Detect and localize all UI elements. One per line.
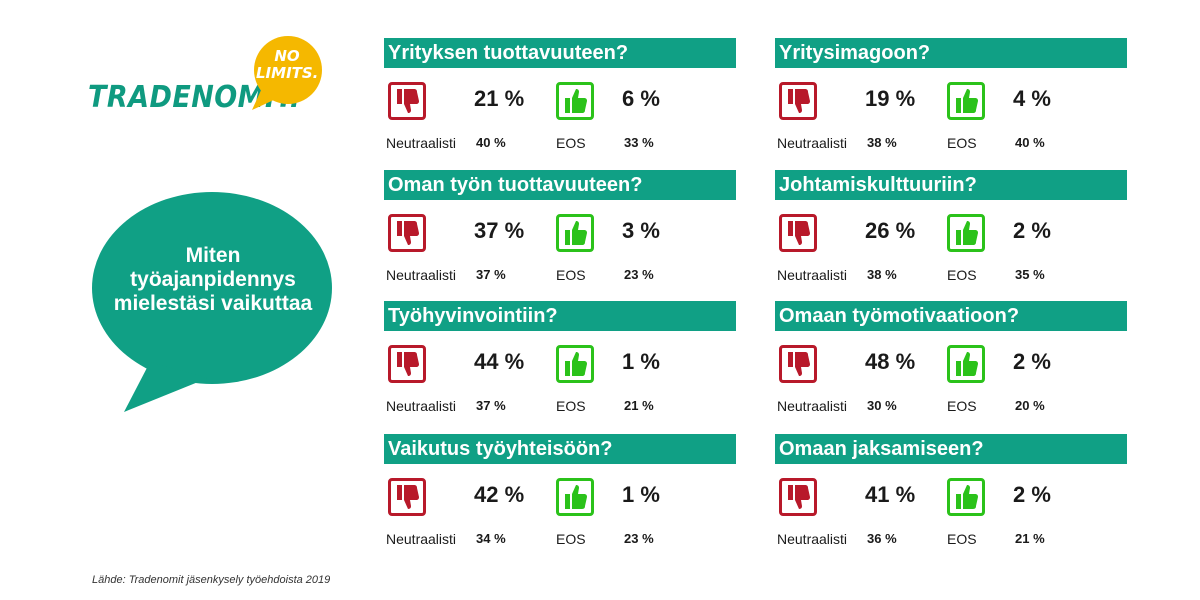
eos-label: EOS xyxy=(947,267,977,283)
neutral-label: Neutraalisti xyxy=(777,135,848,151)
neutral-percent: 37 % xyxy=(476,267,506,282)
thumbs-down-icon xyxy=(388,478,426,516)
negative-percent: 42 % xyxy=(474,482,525,507)
neutral-percent: 38 % xyxy=(867,267,897,282)
panel-title: Työhyvinvointiin? xyxy=(384,301,736,331)
eos-percent: 20 % xyxy=(1015,398,1045,413)
eos-percent: 23 % xyxy=(624,531,654,546)
positive-percent: 2 % xyxy=(1013,349,1051,374)
eos-label: EOS xyxy=(556,531,586,547)
negative-percent: 19 % xyxy=(865,86,916,111)
positive-percent: 1 % xyxy=(622,482,660,507)
thumbs-up-icon xyxy=(556,82,594,120)
panel-title: Yritysimagoon? xyxy=(775,38,1127,68)
negative-percent: 41 % xyxy=(865,482,916,507)
panel-title: Yrityksen tuottavuuteen? xyxy=(384,38,736,68)
thumbs-down-icon xyxy=(388,345,426,383)
positive-percent: 6 % xyxy=(622,86,660,111)
neutral-label: Neutraalisti xyxy=(386,531,457,547)
thumbs-down-icon xyxy=(779,214,817,252)
neutral-percent: 40 % xyxy=(476,135,506,150)
neutral-percent: 37 % xyxy=(476,398,506,413)
neutral-label: Neutraalisti xyxy=(777,398,848,414)
thumbs-up-icon xyxy=(947,214,985,252)
thumbs-up-icon xyxy=(947,478,985,516)
question-panel: Yritysimagoon? 19 % 4 % Neutraalisti 38 % EOS… xyxy=(775,38,1127,162)
eos-label: EOS xyxy=(947,135,977,151)
question-speech-bubble xyxy=(92,192,332,412)
positive-percent: 2 % xyxy=(1013,482,1051,507)
thumbs-up-icon xyxy=(947,345,985,383)
eos-percent: 35 % xyxy=(1015,267,1045,282)
neutral-label: Neutraalisti xyxy=(386,135,457,151)
panel-title: Oman työn tuottavuuteen? xyxy=(384,170,736,200)
eos-percent: 21 % xyxy=(624,398,654,413)
eos-label: EOS xyxy=(556,267,586,283)
question-panel: Yrityksen tuottavuuteen? 21 % 6 % Neutraali… xyxy=(384,38,736,162)
negative-percent: 37 % xyxy=(474,218,525,243)
thumbs-up-icon xyxy=(556,478,594,516)
panel-title: Vaikutus työyhteisöön? xyxy=(384,434,736,464)
thumbs-down-icon xyxy=(779,478,817,516)
thumbs-up-icon xyxy=(556,345,594,383)
eos-percent: 21 % xyxy=(1015,531,1045,546)
neutral-percent: 34 % xyxy=(476,531,506,546)
negative-percent: 26 % xyxy=(865,218,916,243)
neutral-percent: 30 % xyxy=(867,398,897,413)
thumbs-down-icon xyxy=(388,82,426,120)
positive-percent: 1 % xyxy=(622,349,660,374)
question-panel: Oman työn tuottavuuteen? 37 % 3 % Neutraali… xyxy=(384,170,736,294)
thumbs-up-icon xyxy=(947,82,985,120)
question-text: Miten työajanpidennys mielestäsi vaikutt… xyxy=(113,244,313,315)
negative-percent: 21 % xyxy=(474,86,525,111)
question-panel: Työhyvinvointiin? 44 % 1 % Neutraalisti 37 %… xyxy=(384,301,736,425)
eos-label: EOS xyxy=(556,135,586,151)
eos-label: EOS xyxy=(947,398,977,414)
positive-percent: 2 % xyxy=(1013,218,1051,243)
logo-speech-bubble-icon xyxy=(252,36,322,110)
negative-percent: 48 % xyxy=(865,349,916,374)
eos-label: EOS xyxy=(947,531,977,547)
question-panel: Johtamiskulttuuriin? 26 % 2 % Neutraalisti 3… xyxy=(775,170,1127,294)
question-panel: Vaikutus työyhteisöön? 42 % 1 % Neutraalist… xyxy=(384,434,736,558)
neutral-label: Neutraalisti xyxy=(386,398,457,414)
neutral-label: Neutraalisti xyxy=(386,267,457,283)
logo-tagline: NO LIMITS. xyxy=(256,47,319,82)
question-panel: Omaan jaksamiseen? 41 % 2 % Neutraalisti 36 … xyxy=(775,434,1127,558)
positive-percent: 3 % xyxy=(622,218,660,243)
thumbs-down-icon xyxy=(779,82,817,120)
positive-percent: 4 % xyxy=(1013,86,1051,111)
thumbs-up-icon xyxy=(556,214,594,252)
question-panel: Omaan työmotivaatioon? 48 % 2 % Neutraalist… xyxy=(775,301,1127,425)
thumbs-down-icon xyxy=(779,345,817,383)
eos-label: EOS xyxy=(556,398,586,414)
panel-title: Omaan työmotivaatioon? xyxy=(775,301,1127,331)
source-note: Lähde: Tradenomit jäsenkysely työehdoist… xyxy=(92,574,331,586)
thumbs-down-icon xyxy=(388,214,426,252)
panel-title: Omaan jaksamiseen? xyxy=(775,434,1127,464)
neutral-label: Neutraalisti xyxy=(777,531,848,547)
neutral-label: Neutraalisti xyxy=(777,267,848,283)
logo: TRADENOMIT. NO LIMITS. xyxy=(88,36,338,126)
neutral-percent: 36 % xyxy=(867,531,897,546)
eos-percent: 23 % xyxy=(624,267,654,282)
neutral-percent: 38 % xyxy=(867,135,897,150)
eos-percent: 33 % xyxy=(624,135,654,150)
negative-percent: 44 % xyxy=(474,349,525,374)
panel-title: Johtamiskulttuuriin? xyxy=(775,170,1127,200)
eos-percent: 40 % xyxy=(1015,135,1045,150)
